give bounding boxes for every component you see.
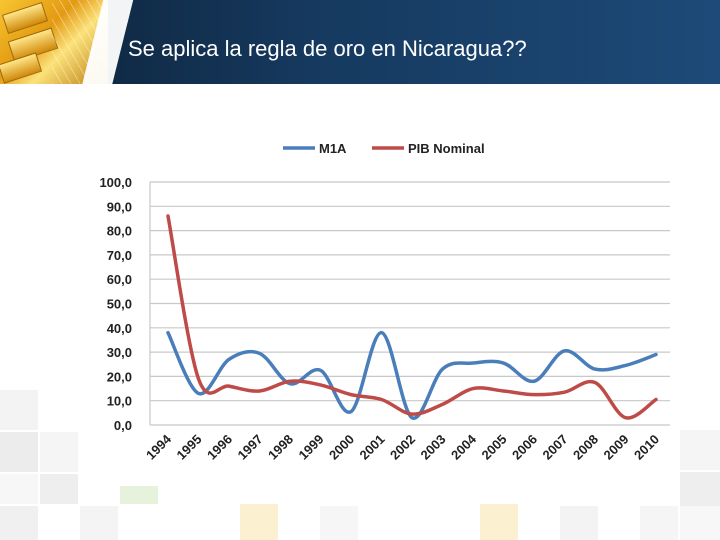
y-tick-label: 50,0	[107, 297, 132, 312]
y-tick-label: 40,0	[107, 321, 132, 336]
x-tick-label: 2007	[540, 432, 571, 463]
y-tick-label: 0,0	[114, 418, 132, 433]
y-tick-label: 20,0	[107, 369, 132, 384]
x-tick-label: 2006	[509, 432, 540, 463]
slide-title: Se aplica la regla de oro en Nicaragua??	[128, 36, 527, 61]
chart-legend: M1A PIB Nominal	[283, 141, 485, 156]
slide-header: Se aplica la regla de oro en Nicaragua??	[0, 0, 720, 84]
series-line-m1a	[166, 330, 658, 420]
chart-series	[166, 214, 658, 420]
y-tick-label: 60,0	[107, 272, 132, 287]
x-tick-label: 2009	[601, 432, 632, 463]
x-tick-label: 2005	[479, 432, 510, 463]
x-tick-label: 2003	[418, 432, 449, 463]
y-tick-label: 80,0	[107, 224, 132, 239]
y-tick-label: 10,0	[107, 394, 132, 409]
x-tick-label: 1994	[143, 431, 175, 463]
x-tick-label: 2004	[448, 431, 480, 463]
y-axis: 0,0 10,0 20,0 30,0 40,0 50,0 60,0 70,0 80,0 90,0 1…	[99, 175, 132, 433]
x-tick-label: 1999	[296, 432, 327, 463]
x-tick-label: 2002	[387, 432, 418, 463]
y-tick-label: 90,0	[107, 199, 132, 214]
series-line-pib-nominal	[166, 214, 658, 420]
x-tick-label: 2008	[570, 432, 601, 463]
y-tick-label: 70,0	[107, 248, 132, 263]
x-tick-label: 1997	[235, 432, 266, 463]
x-tick-label: 2010	[631, 432, 662, 463]
legend-label: M1A	[319, 141, 347, 156]
chart-gridlines	[149, 181, 670, 426]
y-tick-label: 30,0	[107, 345, 132, 360]
x-tick-label: 2000	[326, 432, 357, 463]
x-tick-label: 1995	[174, 432, 205, 463]
x-tick-label: 2001	[357, 432, 388, 463]
legend-label: PIB Nominal	[408, 141, 485, 156]
x-axis: 1994 1995 1996 1997 1998 1999 2000 2001 2002 2003…	[143, 431, 662, 463]
x-tick-label: 1998	[265, 432, 296, 463]
x-tick-label: 1996	[204, 432, 235, 463]
y-tick-label: 100,0	[99, 175, 132, 190]
